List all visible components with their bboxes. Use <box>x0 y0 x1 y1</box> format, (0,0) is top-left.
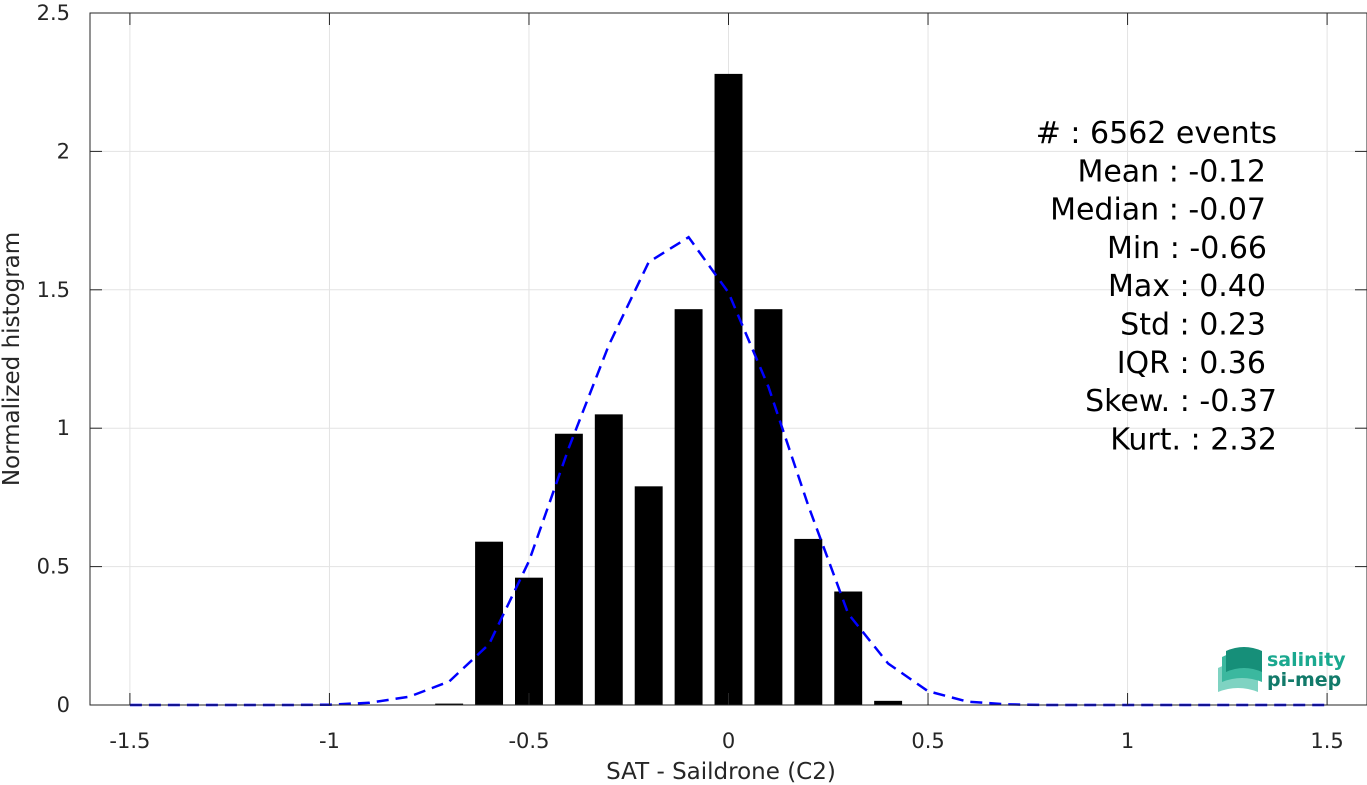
x-tick-label-0: -1.5 <box>109 729 150 753</box>
stat-line-4: Max : 0.40 <box>1108 269 1266 304</box>
histogram-bar-7 <box>714 73 743 706</box>
stat-line-1: Mean : -0.12 <box>1077 154 1266 189</box>
logo-line-1: salinity <box>1267 649 1346 671</box>
x-tick-label-6: 1.5 <box>1310 729 1343 753</box>
x-tick-label-1: -1 <box>319 729 340 753</box>
histogram-bar-0 <box>435 703 464 705</box>
x-tick-label-4: 0.5 <box>911 729 944 753</box>
histogram-bar-8 <box>754 309 783 705</box>
y-tick-label-3: 1.5 <box>37 278 70 302</box>
y-tick-label-4: 2 <box>57 139 70 163</box>
y-tick-label-2: 1 <box>57 416 70 440</box>
histogram-bar-2 <box>515 577 543 705</box>
y-tick-label-5: 2.5 <box>37 1 70 25</box>
histogram-bar-6 <box>674 309 703 705</box>
y-axis-label: Normalized histogram <box>0 232 25 486</box>
logo-line-2: pi-mep <box>1267 669 1341 691</box>
histogram-bar-4 <box>594 414 623 705</box>
histogram-bar-11 <box>874 700 903 705</box>
stat-line-7: Skew. : -0.37 <box>1085 384 1277 419</box>
tick-labels: -1.5 -1 -0.5 0 0.5 1 1.5 0 0.5 1 1.5 2 2.5 <box>37 1 1344 753</box>
stat-line-5: Std : 0.23 <box>1120 308 1266 343</box>
histogram-bars <box>435 73 903 706</box>
histogram-bar-3 <box>554 433 583 705</box>
salinity-pi-mep-logo: salinity pi-mep <box>1218 647 1346 692</box>
stat-line-6: IQR : 0.36 <box>1117 346 1266 381</box>
x-tick-label-3: 0 <box>722 729 735 753</box>
x-tick-label-5: 1 <box>1121 729 1134 753</box>
y-tick-label-1: 0.5 <box>37 555 70 579</box>
y-tick-label-0: 0 <box>57 693 70 717</box>
histogram-bar-9 <box>794 538 823 705</box>
stat-line-3: Min : -0.66 <box>1107 231 1267 266</box>
x-tick-label-2: -0.5 <box>508 729 549 753</box>
histogram-bar-10 <box>834 591 863 705</box>
plot-axes <box>89 12 1367 706</box>
stat-line-8: Kurt. : 2.32 <box>1110 422 1277 457</box>
x-axis-label: SAT - Saildrone (C2) <box>606 759 836 785</box>
stat-line-0: # : 6562 events <box>1036 116 1277 151</box>
histogram-bar-5 <box>634 486 663 705</box>
stat-line-2: Median : -0.07 <box>1050 193 1266 228</box>
wave-logo-icon <box>1218 647 1262 692</box>
